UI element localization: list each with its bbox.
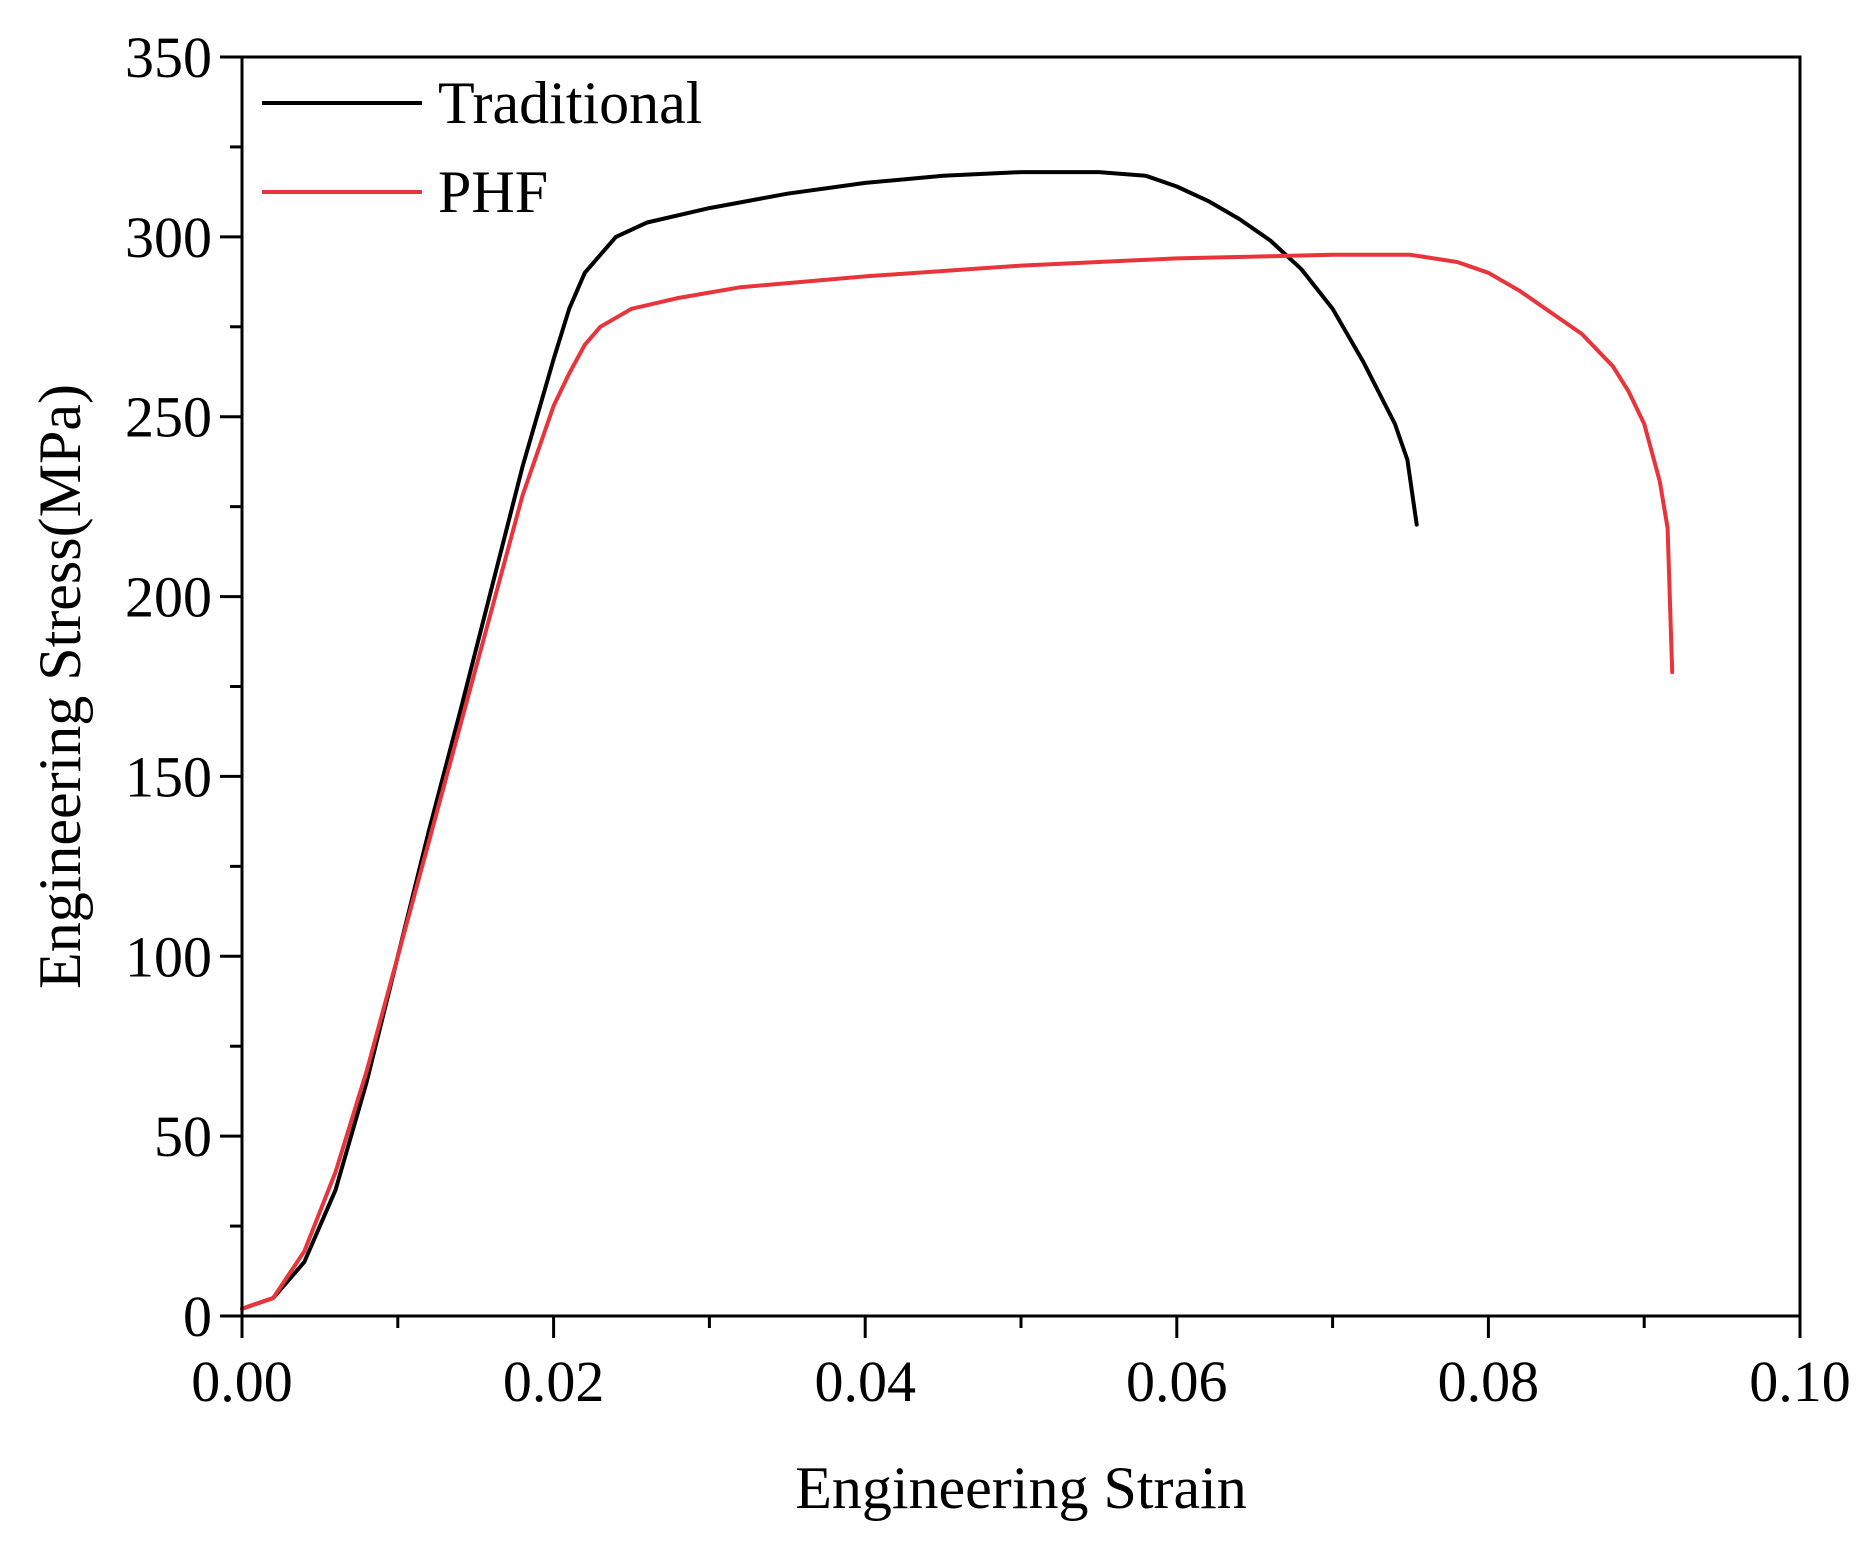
- series-line-phf: [240, 252, 1675, 1311]
- y-tick-label: 150: [125, 744, 212, 809]
- legend-label-phf: PHF: [438, 159, 548, 225]
- plot-content: [240, 170, 1675, 1311]
- x-tick-label: 0.00: [191, 1349, 293, 1414]
- x-tick-label: 0.04: [814, 1349, 916, 1414]
- y-tick-label: 50: [154, 1104, 212, 1169]
- y-tick-label: 0: [183, 1284, 212, 1349]
- series-line-traditional: [240, 170, 1419, 1311]
- x-tick-label: 0.06: [1126, 1349, 1228, 1414]
- x-tick-label: 0.08: [1438, 1349, 1540, 1414]
- x-tick-label: 0.10: [1749, 1349, 1851, 1414]
- legend-label-traditional: Traditional: [438, 70, 702, 136]
- y-tick-label: 200: [125, 565, 212, 630]
- legend: Traditional PHF: [262, 70, 702, 225]
- plot-frame: [240, 55, 1802, 1318]
- y-tick-label: 350: [125, 25, 212, 90]
- y-tick-label: 100: [125, 924, 212, 989]
- y-tick-label: 250: [125, 385, 212, 450]
- x-axis-title: Engineering Strain: [795, 1455, 1247, 1521]
- y-tick-label: 300: [125, 205, 212, 270]
- x-tick-label: 0.02: [503, 1349, 605, 1414]
- y-axis: 0 50 100 150 200 250 300 350: [125, 25, 242, 1349]
- x-axis: 0.00 0.02 0.04 0.06 0.08 0.10: [191, 1316, 1851, 1414]
- y-axis-title: Engineering Stress(MPa): [27, 384, 93, 989]
